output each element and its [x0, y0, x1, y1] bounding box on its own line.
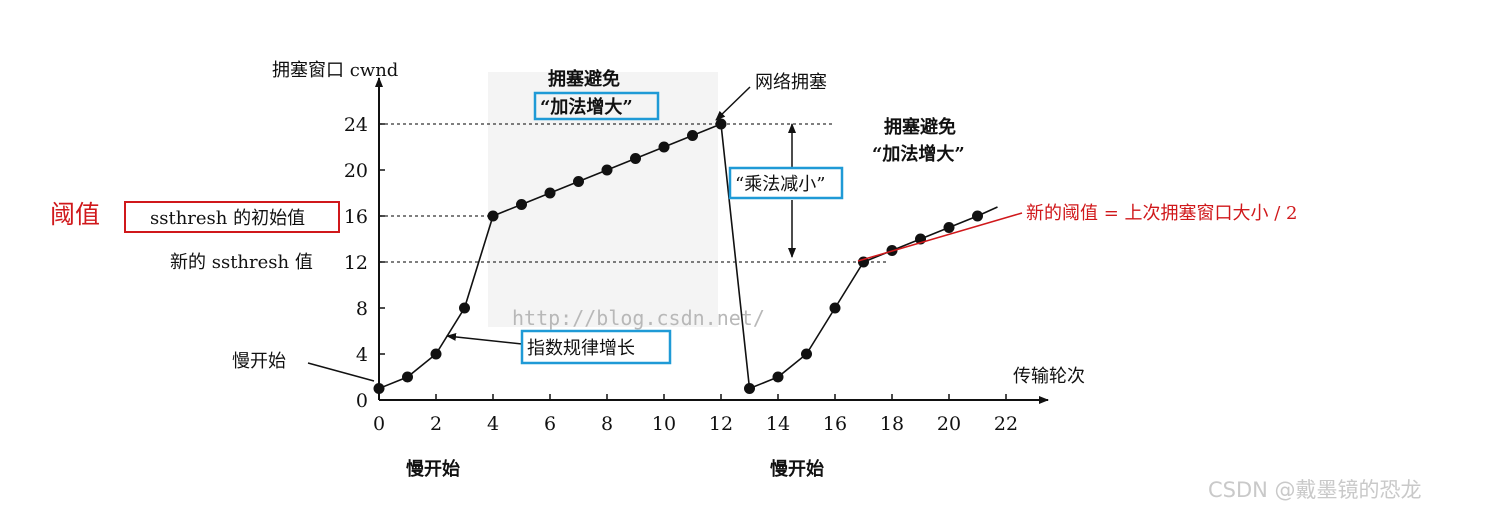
- congestion-label: 网络拥塞: [755, 72, 827, 93]
- y-tick-label-24: 24: [344, 114, 368, 136]
- point-1: [402, 371, 413, 383]
- point-8: [601, 164, 613, 176]
- point-0: [373, 383, 385, 394]
- x-tick-label-10: 10: [652, 413, 676, 435]
- point-3: [459, 302, 470, 314]
- x-tick-label-14: 14: [766, 413, 790, 435]
- x-tick-label-0: 0: [373, 413, 385, 435]
- point-16: [829, 302, 841, 314]
- y-ticks: 0 4 8 12 16 20 24: [344, 114, 385, 412]
- point-6: [544, 187, 556, 199]
- x-tick-label-2: 2: [430, 413, 442, 435]
- ca1-title: 拥塞避免: [548, 68, 620, 90]
- x-tick-label-4: 4: [487, 413, 499, 435]
- exp-highlight-box: [520, 329, 672, 365]
- bottom-slow-start-1: 慢开始: [406, 458, 460, 480]
- slow-start-left-leader: [307, 362, 375, 382]
- ca2-title: 拥塞避免: [884, 116, 956, 138]
- reference-lines: [379, 123, 888, 263]
- ca1-highlight-box: [533, 91, 660, 121]
- ca2-subtitle: “加法增大”: [872, 143, 965, 165]
- point-12: [715, 118, 727, 130]
- exp-label: 指数规律增长: [527, 338, 635, 359]
- point-20: [943, 222, 955, 233]
- point-5: [516, 199, 527, 210]
- y-tick-label-8: 8: [356, 298, 368, 320]
- new-threshold-leader: [857, 212, 1023, 262]
- point-2: [430, 348, 442, 360]
- x-ticks: 0 2 4 6 8 10 12 14 16 18 20 22: [373, 394, 1018, 435]
- x-tick-label-12: 12: [709, 413, 733, 435]
- background-shading: [488, 72, 718, 327]
- csdn-credit: CSDN @戴墨镜的恐龙: [1208, 478, 1422, 502]
- x-tick-label-22: 22: [994, 413, 1018, 435]
- point-14: [772, 371, 784, 383]
- ssthresh-new-label: 新的 ssthresh 值: [170, 252, 313, 273]
- y-tick-label-4: 4: [356, 344, 368, 366]
- point-7: [573, 176, 584, 187]
- congestion-arrow: [715, 86, 751, 121]
- x-tick-label-6: 6: [544, 413, 556, 435]
- md-highlight-box: [728, 166, 844, 200]
- point-4: [487, 210, 499, 222]
- md-label: “乘法减小”: [735, 174, 825, 195]
- series-line-0: [378, 122, 978, 390]
- slow-start-left-label: 慢开始: [232, 351, 286, 372]
- point-11: [687, 130, 698, 141]
- y-tick-label-20: 20: [344, 160, 368, 182]
- new-threshold-note: 新的阈值 = 上次拥塞窗口大小 / 2: [1026, 203, 1297, 224]
- point-15: [801, 348, 812, 360]
- y-tick-label-0: 0: [356, 390, 368, 412]
- x-tick-label-8: 8: [601, 413, 613, 435]
- bottom-slow-start-2: 慢开始: [770, 458, 824, 480]
- y-axis-label: 拥塞窗口 cwnd: [272, 60, 398, 81]
- x-axis-label: 传输轮次: [1013, 366, 1085, 387]
- point-10: [658, 141, 670, 153]
- ca1-subtitle: “加法增大”: [540, 96, 633, 118]
- point-21: [972, 210, 983, 222]
- threshold-red-label: 阈值: [50, 200, 100, 229]
- point-13: [744, 383, 755, 394]
- exp-arrow: [446, 332, 523, 345]
- x-tick-label-18: 18: [880, 413, 904, 435]
- ssthresh-initial-label: ssthresh 的初始值: [150, 208, 305, 229]
- cwnd-series: [373, 118, 998, 394]
- y-tick-label-12: 12: [344, 252, 368, 274]
- x-tick-label-16: 16: [823, 413, 847, 435]
- y-tick-label-16: 16: [344, 206, 368, 228]
- ssthresh-initial-box: [124, 201, 340, 233]
- watermark-text: http://blog.csdn.net/: [512, 306, 765, 330]
- x-tick-label-20: 20: [937, 413, 961, 435]
- point-9: [630, 153, 641, 164]
